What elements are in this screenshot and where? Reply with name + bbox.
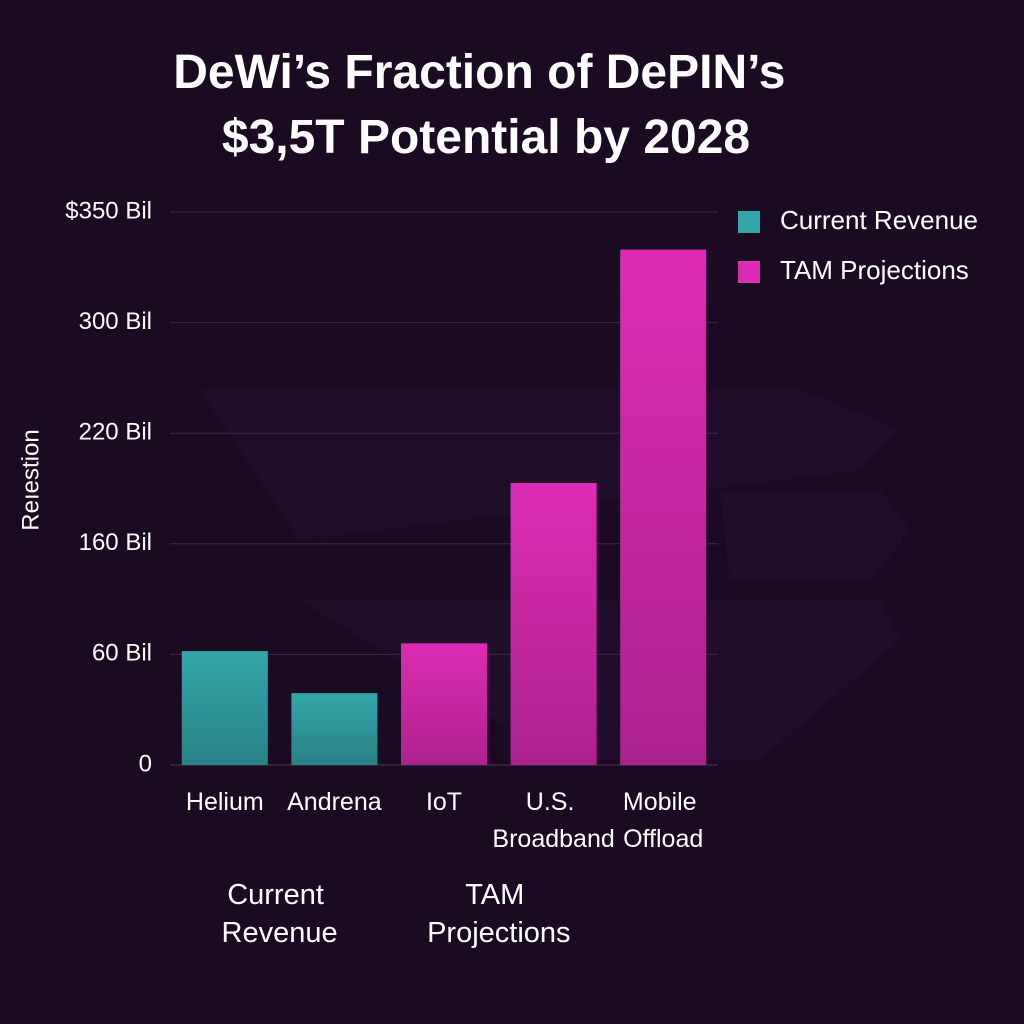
legend-label: TAM Projections (780, 255, 969, 285)
chart-title: DeWi’s Fraction of DePIN’s $3,5T Potenti… (173, 46, 798, 164)
x-tick-label: Mobile Offload (623, 788, 704, 853)
group-label: Current Revenue (222, 879, 338, 949)
x-tick-label: Andrena (287, 788, 382, 816)
bar-shade (401, 643, 487, 765)
x-tick-label: IoT (426, 788, 462, 816)
x-tick-label: U.S. Broadband (492, 788, 614, 853)
bar-shade (181, 651, 268, 765)
x-tick-label: Helium (186, 788, 264, 816)
y-tick-label: 220 Bil (79, 419, 152, 446)
legend-swatch (738, 261, 760, 283)
bar-shade (620, 249, 707, 765)
bar-shade (510, 482, 597, 765)
legend-label: Current Revenue (780, 205, 978, 235)
y-axis-label: Reıestion (17, 429, 44, 530)
legend-swatch (738, 211, 760, 233)
bar-shade (291, 693, 378, 765)
group-label: TAM Projections (427, 879, 570, 949)
y-tick-label: 0 (139, 750, 152, 777)
y-tick-label: 300 Bil (79, 308, 152, 335)
y-tick-label: 60 Bil (92, 640, 152, 667)
y-tick-label: 160 Bil (79, 529, 152, 556)
decoration (200, 390, 910, 760)
y-tick-label: $350 Bil (65, 197, 152, 224)
